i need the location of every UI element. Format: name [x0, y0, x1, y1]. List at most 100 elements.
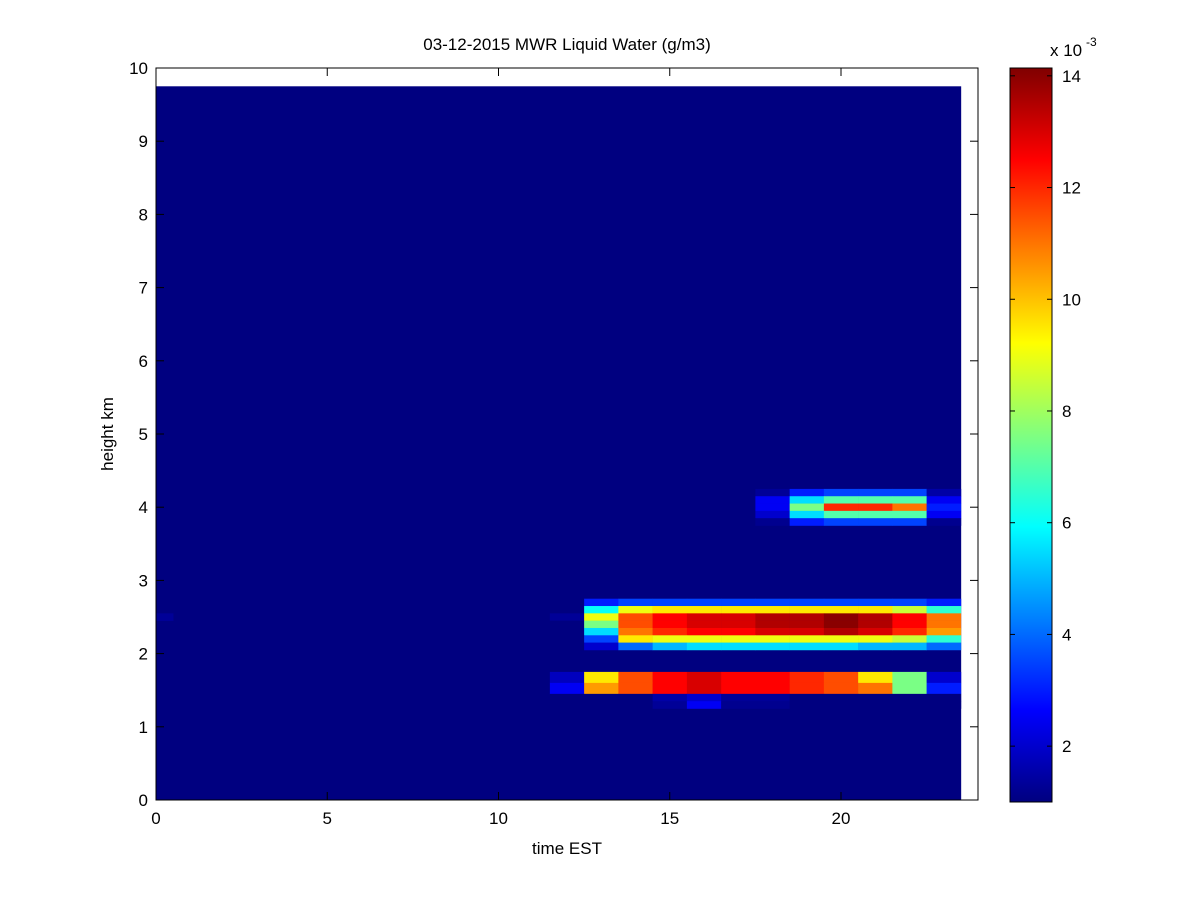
heatmap-cell [755, 510, 790, 519]
heatmap-cell [789, 671, 825, 684]
heatmap-cell [789, 642, 825, 651]
heatmap-cell [892, 693, 927, 702]
heatmap-cell [823, 518, 859, 526]
colorbar-tick-label: 4 [1062, 625, 1071, 644]
heatmap-cell [584, 671, 619, 684]
heatmap-cell [652, 620, 688, 629]
heatmap-cell [618, 671, 653, 684]
y-tick-label: 4 [139, 498, 148, 517]
heatmap-cell [926, 518, 962, 526]
y-tick-label: 10 [129, 59, 148, 78]
heatmap-cell [858, 606, 893, 614]
y-tick-label: 6 [139, 352, 148, 371]
heatmap-cell [584, 598, 619, 607]
heatmap-cell [926, 488, 962, 497]
heatmap-cell [858, 671, 893, 684]
heatmap-cell [618, 488, 653, 497]
heatmap-cell [549, 488, 585, 497]
heatmap-cell [858, 496, 893, 504]
heatmap-cell [686, 635, 722, 643]
heatmap-cell [652, 518, 688, 526]
heatmap-cell [823, 701, 859, 709]
heatmap-cell [549, 701, 585, 709]
colorbar [1009, 67, 1053, 803]
heatmap-cell [755, 598, 790, 607]
heatmap-cell [789, 503, 825, 512]
heatmap-cell [858, 701, 893, 709]
heatmap-cell [721, 598, 756, 607]
heatmap-cell [686, 613, 722, 621]
heatmap-cell [926, 606, 962, 614]
heatmap-cell [823, 693, 859, 702]
heatmap-cell [549, 518, 585, 526]
heatmap-cell [926, 701, 962, 709]
heatmap-cell [549, 682, 585, 695]
heatmap-cell [721, 613, 756, 621]
heatmap-cell [584, 627, 619, 636]
y-tick-label: 7 [139, 279, 148, 298]
heatmap-cell [789, 606, 825, 614]
heatmap-cell [755, 518, 790, 526]
heatmap-cell [686, 620, 722, 629]
heatmap-cell [892, 488, 927, 497]
heatmap-cell [549, 613, 585, 621]
x-axis-label: time EST [532, 839, 602, 858]
heatmap-cell [789, 496, 825, 504]
heatmap-cell [686, 510, 722, 519]
heatmap-cell [926, 503, 962, 512]
heatmap-cell [721, 635, 756, 643]
heatmap-cell [549, 693, 585, 702]
heatmap-cell [823, 503, 859, 512]
heatmap-cell [618, 627, 653, 636]
heatmap-cell [926, 496, 962, 504]
colorbar-exponent: -3 [1086, 35, 1097, 49]
heatmap-cell [892, 682, 927, 695]
heatmap-cell [721, 642, 756, 651]
heatmap-cell [858, 518, 893, 526]
heatmap-cell [686, 642, 722, 651]
heatmap-cell [823, 606, 859, 614]
heatmap-cell [892, 635, 927, 643]
heatmap-cell [858, 682, 893, 695]
heatmap-cell [686, 701, 722, 709]
heatmap-cell [926, 620, 962, 629]
heatmap-cell [755, 671, 790, 684]
heatmap-cell [892, 496, 927, 504]
colorbar-tick-label: 12 [1062, 179, 1081, 198]
heatmap-cell [789, 620, 825, 629]
heatmap-cell [652, 503, 688, 512]
heatmap-cell [755, 627, 790, 636]
heatmap [156, 86, 962, 801]
heatmap-cell [652, 613, 688, 621]
heatmap-cell [652, 635, 688, 643]
heatmap-cell [823, 642, 859, 651]
heatmap-cell [823, 496, 859, 504]
heatmap-cell [755, 682, 790, 695]
y-tick-label: 3 [139, 571, 148, 590]
heatmap-cell [926, 693, 962, 702]
heatmap-cell [823, 671, 859, 684]
heatmap-cell [584, 642, 619, 651]
colorbar-multiplier: x 10 [1050, 41, 1082, 60]
heatmap-cell [858, 488, 893, 497]
y-tick-label: 2 [139, 645, 148, 664]
heatmap-cell [721, 496, 756, 504]
heatmap-cell [618, 503, 653, 512]
heatmap-cell [549, 635, 585, 643]
heatmap-cell [721, 620, 756, 629]
x-tick-label: 15 [660, 809, 679, 828]
heatmap-cell [721, 671, 756, 684]
heatmap-cell [652, 671, 688, 684]
heatmap-cell [721, 488, 756, 497]
heatmap-cell [823, 613, 859, 621]
heatmap-cell [755, 620, 790, 629]
heatmap-cell [686, 598, 722, 607]
heatmap-cell [584, 606, 619, 614]
heatmap-cell [926, 671, 962, 684]
heatmap-cell [755, 693, 790, 702]
heatmap-cell [858, 642, 893, 651]
y-tick-label: 0 [139, 791, 148, 810]
heatmap-cell [721, 503, 756, 512]
heatmap-cell [652, 693, 688, 702]
